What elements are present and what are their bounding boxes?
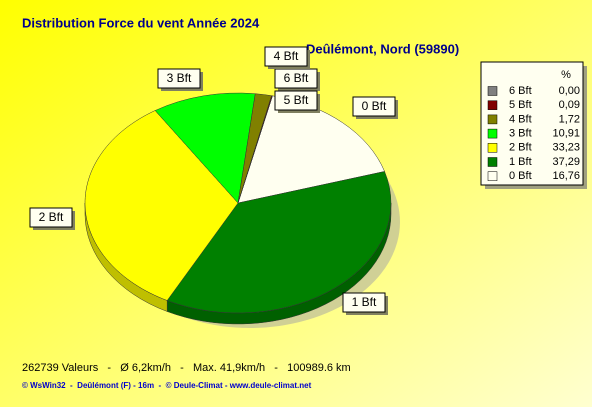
credit: © WsWin32 - Deûlémont (F) - 16m - © Deul…	[22, 381, 312, 390]
legend-value: 0,00	[559, 85, 580, 97]
legend-swatch	[487, 157, 498, 167]
callout-label: 3 Bft	[167, 71, 192, 85]
pie	[84, 92, 392, 325]
legend-swatch	[487, 100, 498, 110]
callout-label: 0 Bft	[362, 99, 387, 113]
legend-label: 3 Bft	[509, 128, 532, 140]
legend-value: 10,91	[552, 128, 580, 140]
legend-swatch	[487, 86, 498, 96]
callout-label: 5 Bft	[284, 93, 309, 107]
legend-box	[480, 61, 584, 186]
slice	[84, 110, 239, 301]
legend: 6 Bft 0,00 5 Bft 0,09 4 Bft 1,72 3 Bft 10,91 2 B…	[487, 85, 580, 182]
callout-label: 6 Bft	[284, 71, 309, 85]
callout-box	[157, 68, 201, 89]
legend-label: 1 Bft	[509, 156, 532, 168]
legend-label: 0 Bft	[509, 170, 532, 182]
legend-value: 1,72	[559, 113, 580, 125]
legend-label: 2 Bft	[509, 142, 532, 154]
legend-label: 4 Bft	[509, 113, 532, 125]
legend-value: 0,09	[559, 99, 580, 111]
legend-label: 5 Bft	[509, 99, 532, 111]
callout-box	[29, 207, 73, 228]
legend-swatch	[487, 114, 498, 125]
legend-swatch	[487, 128, 498, 139]
callout-box	[342, 292, 386, 313]
legend-value: 16,76	[552, 170, 580, 182]
legend-value: 37,29	[552, 156, 580, 168]
legend-label: 6 Bft	[509, 85, 532, 97]
callout-label: 4 Bft	[274, 49, 299, 63]
legend-swatch	[487, 143, 498, 153]
slice	[166, 171, 392, 314]
legend-header: %	[561, 69, 571, 81]
callouts: 6 Bft 5 Bft 4 Bft 3 Bft 2 Bft 1 Bft 0 Bft	[29, 46, 398, 315]
legend-value: 33,23	[552, 142, 580, 154]
chart-subtitle: Deûlémont, Nord (59890)	[306, 41, 459, 56]
callout-box	[352, 96, 396, 117]
callout-box	[274, 90, 318, 111]
callout-label: 2 Bft	[39, 210, 64, 224]
legend-swatch	[487, 171, 498, 181]
slice	[154, 92, 256, 204]
footer: 262739 Valeurs - Ø 6,2km/h - Max. 41,9km…	[22, 362, 351, 374]
chart-title: Distribution Force du vent Année 2024	[22, 15, 260, 30]
callout-label: 1 Bft	[352, 295, 377, 309]
callout-box	[264, 46, 308, 67]
